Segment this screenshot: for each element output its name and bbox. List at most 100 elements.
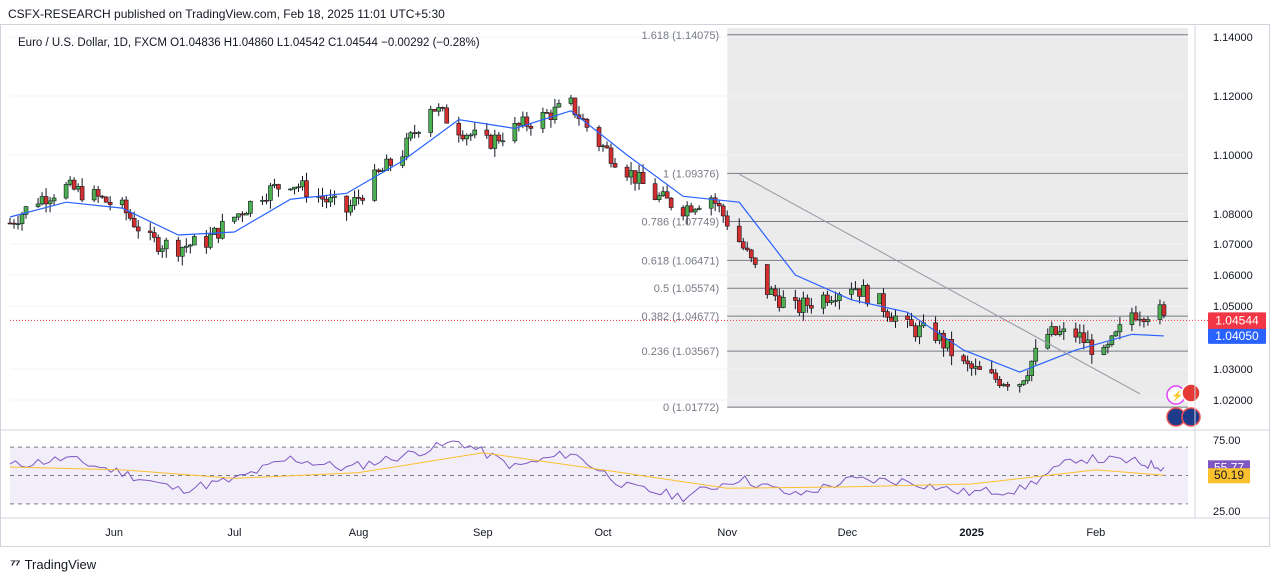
candle-body (636, 172, 642, 184)
candle-body (865, 285, 870, 305)
candle-body (608, 147, 614, 164)
chart-frame (0, 24, 1270, 547)
candle-body (825, 294, 830, 303)
candle-body (344, 195, 349, 213)
candle-body (1053, 326, 1059, 335)
candle-body (292, 186, 297, 190)
candle-body (159, 248, 165, 252)
candle-body (528, 126, 534, 129)
candle-body (853, 288, 858, 291)
y-tick-label: 1.14000 (1213, 32, 1253, 44)
candle-body (264, 199, 269, 202)
candle-body (632, 170, 638, 184)
y-tick-label: 1.10000 (1213, 150, 1253, 162)
candle-body (712, 197, 718, 204)
candle-body (288, 188, 293, 191)
candle-body (23, 206, 29, 215)
candle-body (1005, 384, 1010, 387)
candle-body (472, 129, 478, 136)
y-tick-label: 1.12000 (1213, 91, 1253, 103)
candle-body (1021, 380, 1027, 385)
candle-body (244, 212, 249, 216)
ma-value-label: 1.04050 (1215, 329, 1259, 343)
candle-body (376, 169, 381, 172)
candle-body (905, 315, 910, 320)
candles (7, 94, 1167, 393)
price-pane: 1.618 (1.14075) 1 (1.09376) 0.786 (1.07749… (7, 28, 1208, 427)
candle-body (79, 186, 85, 201)
rsi-tick-label: 25.00 (1213, 506, 1241, 518)
candle-body (372, 169, 377, 201)
candle-body (1085, 339, 1091, 343)
chart-svg[interactable]: 1.618 (1.14075) 1 (1.09376) 0.786 (1.07749… (0, 0, 1281, 555)
fib-level-label: 0.236 (1.03567) (642, 346, 720, 358)
candle-body (668, 197, 674, 208)
candle-body (39, 196, 45, 205)
candle-body (119, 199, 125, 205)
candle-body (352, 197, 357, 206)
candle-body (748, 249, 754, 259)
candle-body (496, 134, 502, 142)
y-tick-label: 1.03000 (1213, 364, 1253, 376)
candle-body (997, 379, 1002, 387)
y-tick-label: 1.07000 (1213, 239, 1253, 251)
candle-body (260, 199, 265, 202)
candle-body (1113, 331, 1119, 337)
candle-body (123, 199, 129, 214)
candle-body (809, 305, 814, 309)
candle-body (885, 311, 890, 318)
candle-body (793, 297, 798, 301)
candle-body (1017, 384, 1023, 387)
candle-body (628, 170, 634, 178)
candle-body (989, 369, 994, 374)
candle-body (857, 288, 862, 297)
candle-body (11, 222, 17, 225)
candle-body (1025, 375, 1031, 382)
fib-level-label: 1 (1.09376) (663, 168, 719, 180)
candle-body (656, 195, 662, 200)
candle-body (320, 196, 325, 200)
candle-body (1161, 304, 1167, 316)
brand-label: TradingView (24, 556, 97, 572)
candle-body (961, 355, 966, 362)
candle-body (304, 180, 309, 197)
candle-body (913, 325, 918, 338)
candle-body (688, 205, 694, 213)
candle-body (805, 297, 810, 306)
lightning-glyph: ⚡ (1171, 389, 1183, 402)
candle-body (360, 197, 365, 201)
rsi-ma-value-badge (1208, 468, 1250, 484)
candle-body (624, 166, 630, 178)
candle-body (188, 244, 193, 247)
rsi-ma-value-label: 50.19 (1214, 468, 1244, 482)
candle-body (268, 185, 273, 201)
candle-body (797, 300, 802, 313)
candle-body (768, 288, 774, 295)
candle-body (1101, 346, 1107, 355)
fib-level-label: 0.786 (1.07749) (642, 217, 720, 229)
candle-body (488, 135, 494, 149)
candle-body (179, 247, 185, 257)
candle-body (764, 264, 770, 295)
candle-body (428, 108, 434, 133)
candle-body (468, 134, 474, 137)
candle-body (949, 339, 954, 357)
candle-body (1033, 347, 1039, 362)
moving-average-line (9, 110, 1164, 373)
candle-body (849, 288, 854, 295)
candle-body (35, 203, 41, 207)
candle-body (1157, 304, 1163, 320)
candle-body (716, 203, 722, 207)
candle-body (909, 319, 914, 327)
candle-body (348, 205, 353, 213)
candle-body (596, 127, 602, 147)
x-tick-label: Jul (227, 527, 241, 539)
candle-body (524, 116, 530, 127)
fib-level-label: 0.618 (1.06471) (642, 255, 720, 267)
candle-body (91, 189, 97, 201)
candle-body (500, 140, 506, 143)
candle-body (456, 122, 462, 136)
candle-body (556, 103, 562, 108)
x-tick-label: Oct (594, 527, 611, 539)
candle-body (436, 107, 442, 112)
